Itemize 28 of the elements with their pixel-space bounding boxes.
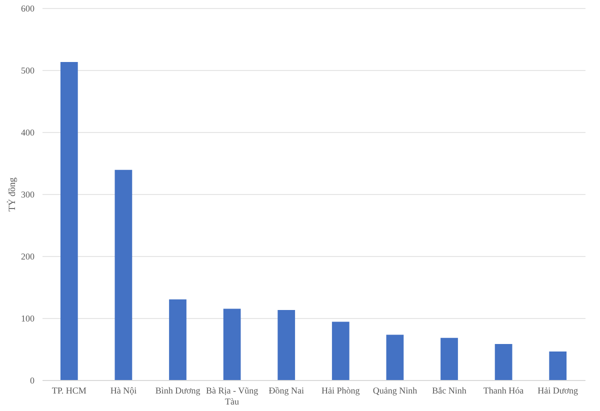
- bar: [494, 344, 512, 380]
- x-tick-label: Thanh Hóa: [483, 386, 524, 396]
- x-tick-label: Quảng Ninh: [372, 386, 418, 396]
- y-tick-label: 0: [30, 376, 35, 386]
- x-tick-label: Hải Dương: [538, 386, 579, 396]
- x-tick-label: Bắc Ninh: [432, 386, 467, 396]
- x-tick-label: TP. HCM: [52, 386, 86, 396]
- x-tick-label: Bà Rịa - Vũng Tàu: [206, 386, 259, 406]
- y-tick-label: 200: [21, 252, 35, 262]
- bar: [169, 299, 186, 380]
- bar: [114, 170, 132, 380]
- y-tick-label: 400: [21, 128, 35, 138]
- bar: [549, 351, 567, 380]
- bar: [278, 310, 296, 380]
- x-tick-label: Đồng Nai: [268, 386, 304, 396]
- y-tick-label: 100: [21, 314, 35, 324]
- x-tick-label: Hà Nội: [110, 386, 138, 396]
- y-axis-title: TỶ đồng: [6, 177, 18, 212]
- bar: [440, 338, 458, 380]
- x-tick-label: Bình Dương: [155, 386, 201, 396]
- bar: [386, 334, 404, 380]
- y-tick-label: 300: [21, 190, 35, 200]
- y-tick-label: 600: [21, 4, 35, 14]
- y-tick-label: 500: [21, 66, 35, 76]
- bar: [332, 322, 350, 380]
- bar: [223, 308, 241, 380]
- bar: [60, 62, 78, 380]
- x-tick-label: Hải Phòng: [322, 386, 360, 396]
